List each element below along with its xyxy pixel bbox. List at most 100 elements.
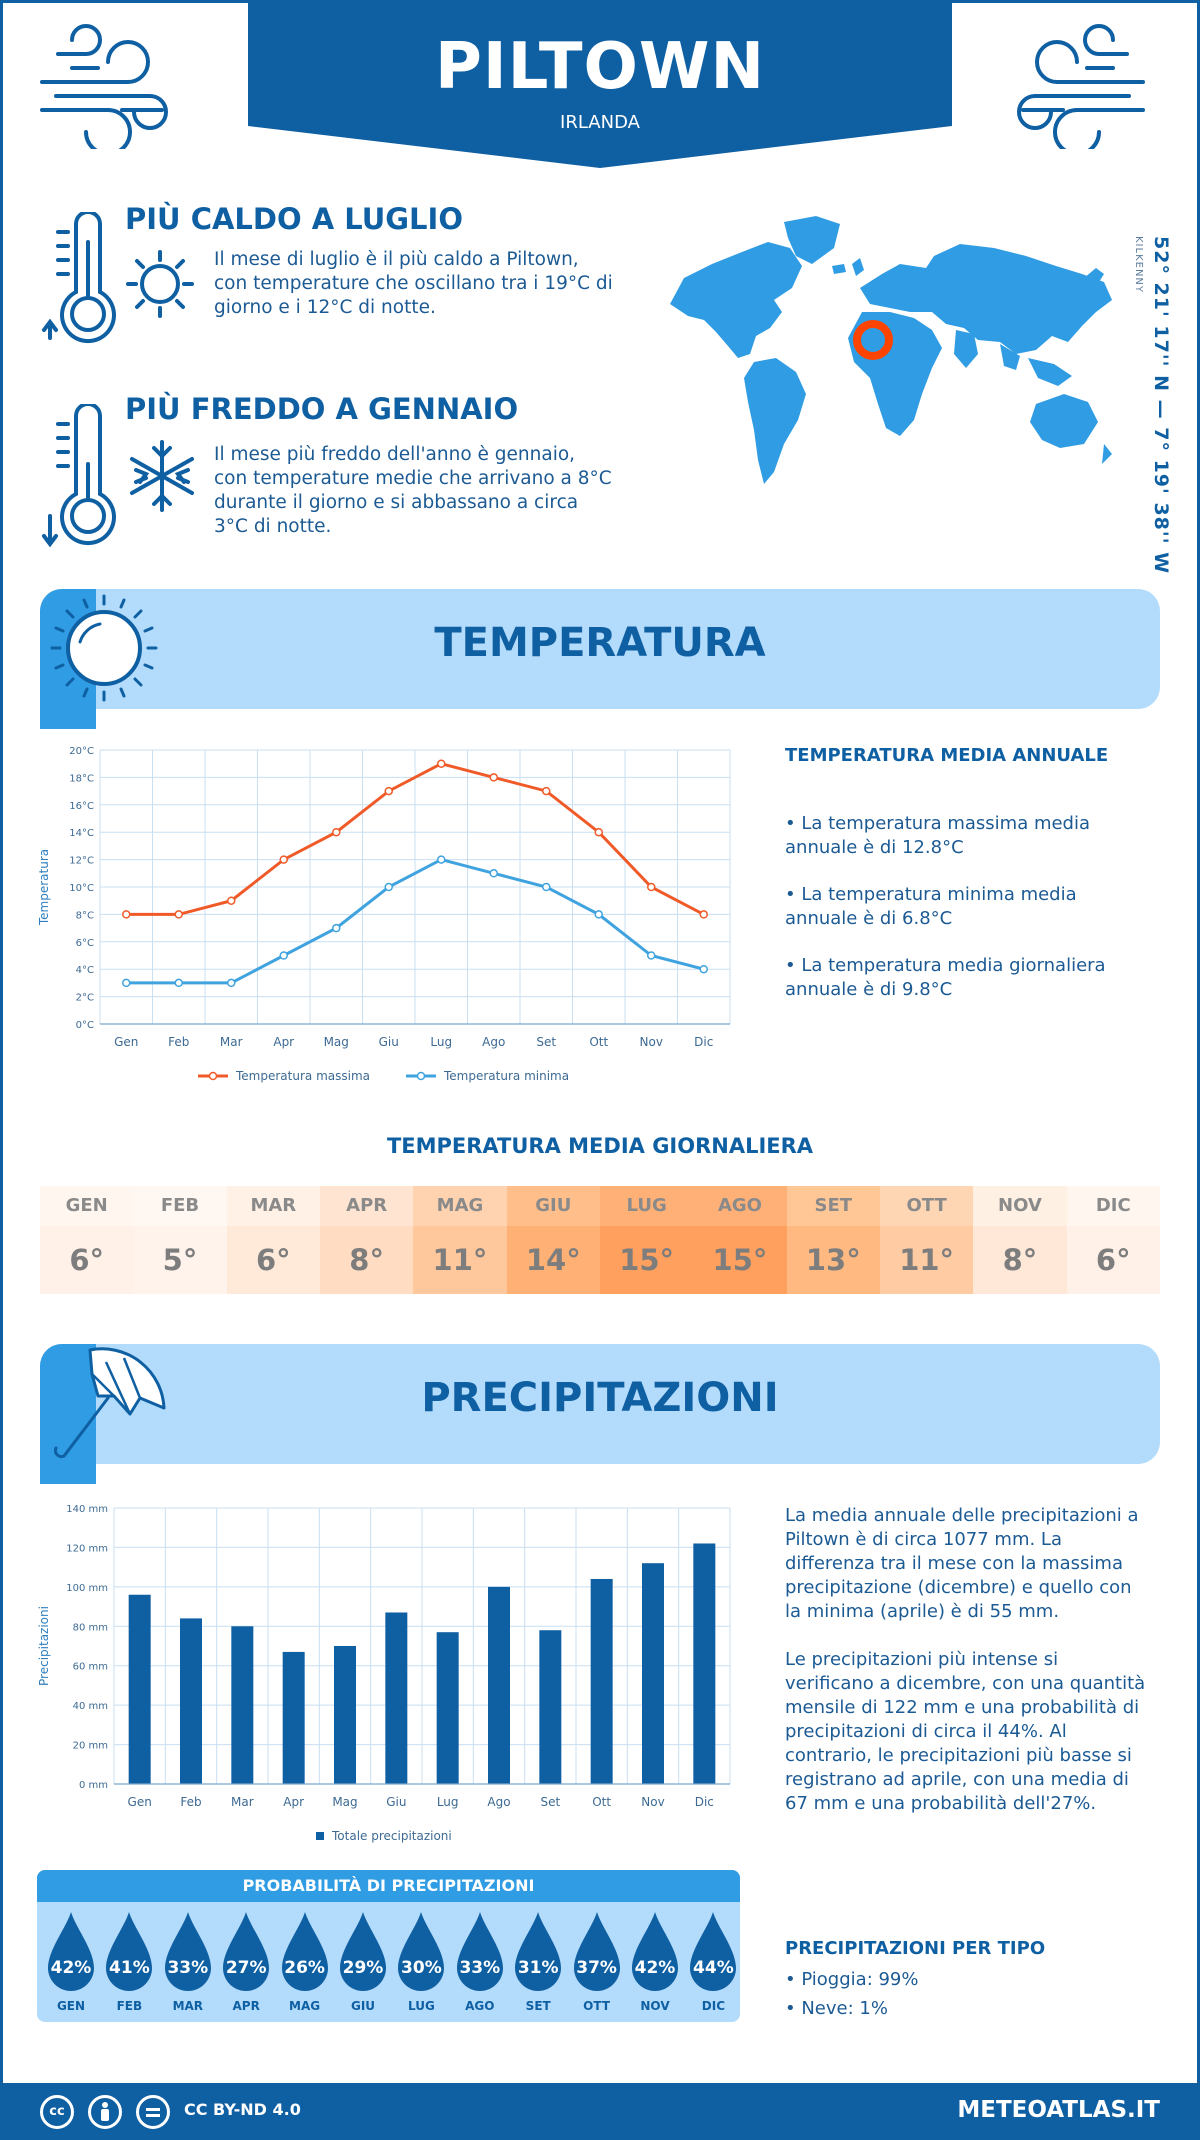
header-banner <box>248 0 952 170</box>
probability-month: MAG <box>289 1999 321 2013</box>
probability-drop: 41% FEB <box>100 1910 158 2020</box>
y-tick-label: 10°C <box>69 883 94 894</box>
probability-value: 37% <box>576 1958 617 1978</box>
sun-icon <box>50 594 158 702</box>
daily-temperature-value: 6° <box>1066 1226 1160 1294</box>
world-map-icon <box>670 216 1112 484</box>
daily-temperature-cell: MAG 11° <box>413 1186 507 1294</box>
y-tick-label: 80 mm <box>73 1622 108 1633</box>
probability-value: 42% <box>50 1958 92 1978</box>
daily-temperature-title: TEMPERATURA MEDIA GIORNALIERA <box>386 1134 814 1158</box>
probability-drop: 26% MAG <box>276 1910 334 2020</box>
legend-marker <box>416 1071 426 1081</box>
nd-icon <box>136 2095 170 2129</box>
x-tick-label: Set <box>536 1035 556 1049</box>
series-line-max <box>126 762 705 916</box>
probability-value: 33% <box>167 1958 209 1978</box>
daily-temperature-cell: AGO 15° <box>693 1186 787 1294</box>
raindrop-icon <box>281 1912 328 1991</box>
x-tick-label: Set <box>540 1795 560 1809</box>
x-tick-label: Dic <box>694 1035 713 1049</box>
data-point <box>122 978 131 988</box>
data-point <box>594 910 603 919</box>
x-tick-label: Gen <box>128 1795 152 1809</box>
data-point <box>279 951 288 960</box>
probability-month: GEN <box>56 1999 86 2013</box>
y-tick-label: 18°C <box>69 773 94 784</box>
data-point <box>647 951 656 960</box>
probability-drop: 30% LUG <box>392 1910 450 2020</box>
precipitation-details: Le precipitazioni più intense si verific… <box>785 1649 1146 1814</box>
probability-month: SET <box>525 1999 551 2013</box>
x-tick-label: Mar <box>231 1795 254 1809</box>
daily-temperature-value: 14° <box>506 1226 600 1294</box>
y-axis-label: Precipitazioni <box>37 1606 51 1686</box>
daily-temperature-value: 15° <box>599 1226 694 1294</box>
probability-month: OTT <box>583 1999 611 2013</box>
wind-icon <box>1017 24 1145 149</box>
raindrop-icon <box>164 1912 211 1991</box>
raindrop-icon <box>48 1912 94 1991</box>
hottest-month-title: PIÙ CALDO A LUGLIO <box>125 202 463 236</box>
y-tick-label: 20 mm <box>73 1741 108 1752</box>
region-name: KILKENNY <box>1133 236 1144 294</box>
probability-month: LUG <box>407 1999 435 2013</box>
x-tick-label: Nov <box>641 1795 664 1809</box>
daily-temperature-cell: GEN 6° <box>40 1186 134 1294</box>
x-tick-label: Dic <box>695 1795 714 1809</box>
daily-month-label: FEB <box>133 1186 227 1226</box>
annual-temperature-min: • La temperatura minima media annuale è … <box>785 884 1077 929</box>
precipitation-bar <box>488 1586 510 1784</box>
daily-month-label: GIU <box>506 1186 600 1226</box>
y-tick-label: 0 mm <box>79 1780 108 1791</box>
precipitation-bar <box>282 1651 305 1784</box>
legend-label: Totale precipitazioni <box>331 1829 452 1843</box>
data-point <box>279 855 288 864</box>
x-tick-label: Mar <box>220 1035 243 1049</box>
thermometer-snowflake-icon <box>42 404 194 548</box>
x-tick-label: Apr <box>283 1795 304 1809</box>
probability-month: DIC <box>701 1999 725 2013</box>
raindrop-icon <box>340 1912 386 1991</box>
data-point <box>594 827 603 837</box>
probability-value: 30% <box>401 1958 442 1978</box>
daily-month-label: SET <box>786 1186 880 1226</box>
annual-temperature-mean: • La temperatura media giornaliera annua… <box>785 955 1106 1000</box>
daily-temperature-value: 8° <box>319 1226 414 1294</box>
probability-value: 42% <box>634 1958 676 1978</box>
raindrop-icon <box>632 1912 678 1991</box>
daily-temperature-value: 11° <box>879 1226 974 1294</box>
probability-drop: 29% GIU <box>334 1910 392 2020</box>
probability-value: 26% <box>284 1958 325 1978</box>
data-point <box>227 978 236 988</box>
legend-label: Temperatura minima <box>443 1069 569 1083</box>
umbrella-icon <box>54 1347 166 1459</box>
daily-month-label: MAG <box>413 1186 507 1226</box>
y-tick-label: 16°C <box>69 801 94 812</box>
data-point <box>489 773 498 782</box>
probability-drop: 37% OTT <box>568 1910 626 2020</box>
precipitation-bar <box>642 1563 664 1784</box>
daily-month-label: LUG <box>599 1186 694 1226</box>
legend-label: Temperatura massima <box>235 1069 370 1083</box>
coldest-month-title: PIÙ FREDDO A GENNAIO <box>125 392 519 426</box>
daily-temperature-cell: GIU 14° <box>506 1186 600 1294</box>
probability-value: 41% <box>109 1958 150 1978</box>
x-tick-label: Ott <box>592 1795 611 1809</box>
x-tick-label: Apr <box>273 1035 294 1049</box>
data-point <box>542 882 551 892</box>
precipitation-section-title: PRECIPITAZIONI <box>421 1375 779 1421</box>
brand-link[interactable]: METEOATLAS.IT <box>957 2097 1160 2123</box>
coldest-month-text: Il mese più freddo dell'anno è gennaio, … <box>214 444 612 537</box>
precipitation-section-band <box>40 1344 1160 1464</box>
probability-value: 27% <box>225 1958 267 1978</box>
daily-temperature-cell: SET 13° <box>786 1186 880 1294</box>
temperature-chart: 0°C 2°C 4°C 6°C 8°C 10°C 12°C 14°C 16°C 18°C 20°C G… <box>37 746 731 1083</box>
y-tick-label: 4°C <box>76 965 94 976</box>
series-line-min <box>126 858 705 985</box>
precipitation-probability-title: PROBABILITÀ DI PRECIPITAZIONI <box>37 1870 740 1902</box>
daily-temperature-table: GEN 6° FEB 5° MAR 6° APR 8° MAG 11° GIU 14° LUG 15° AG… <box>40 1186 1160 1294</box>
x-tick-label: Giu <box>386 1795 406 1809</box>
precipitation-bar <box>180 1618 202 1784</box>
data-point <box>332 923 341 933</box>
